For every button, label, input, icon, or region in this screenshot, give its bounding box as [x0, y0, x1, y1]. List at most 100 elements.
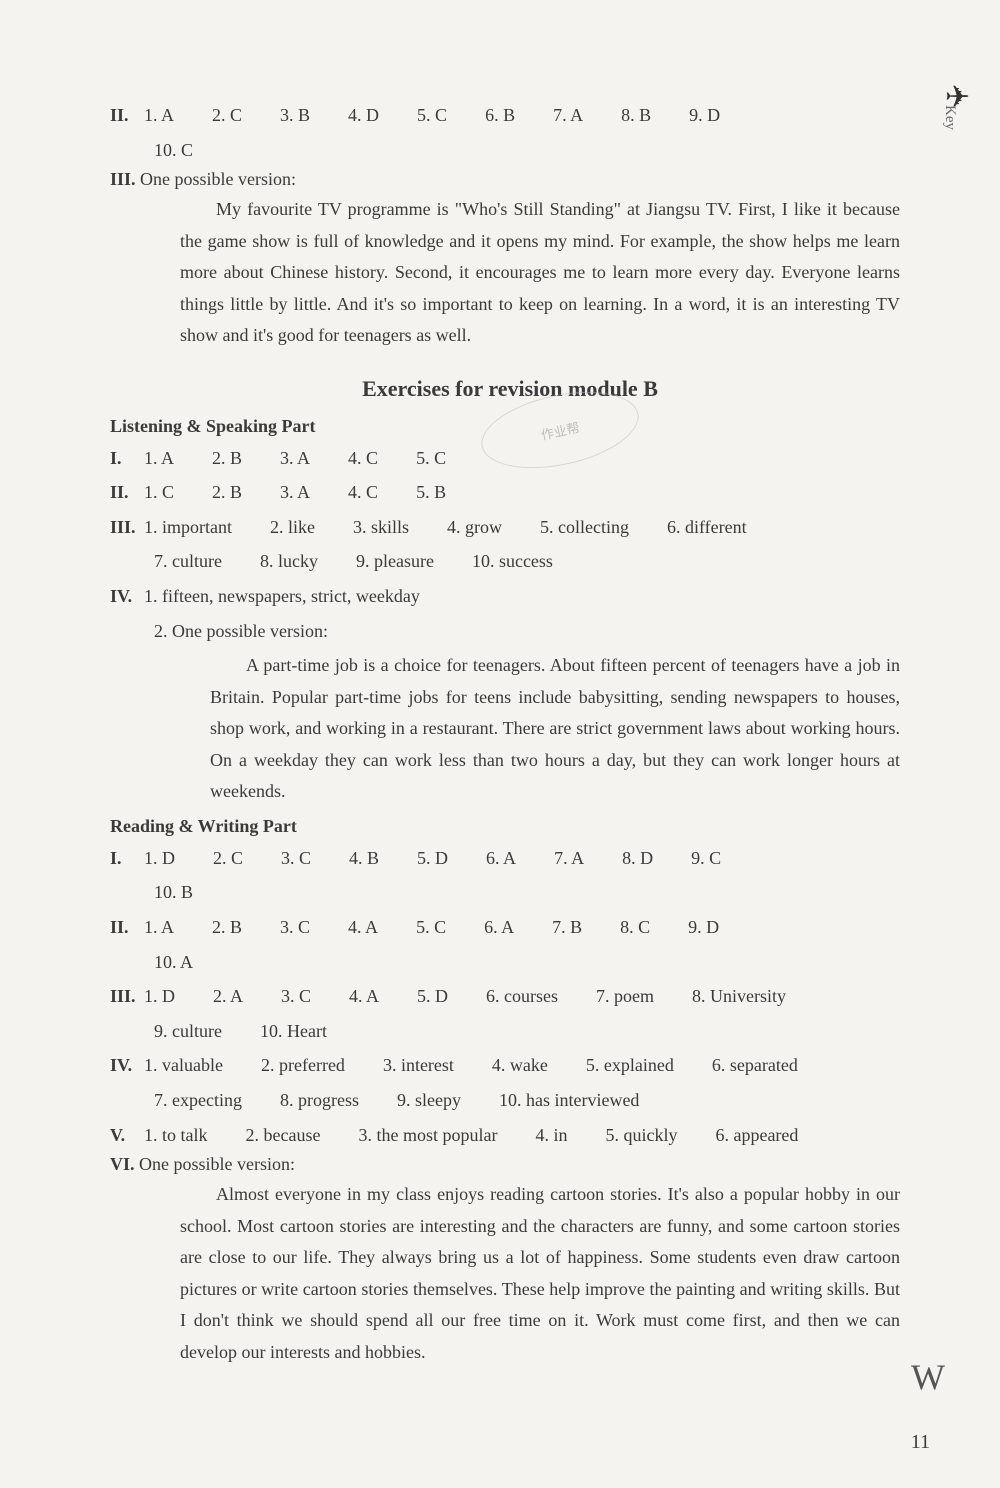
ans: 4. A — [349, 981, 379, 1012]
ans: 4. C — [348, 443, 378, 474]
ans: 9. pleasure — [356, 546, 434, 577]
ans: 2. B — [212, 477, 242, 508]
ans: 4. D — [348, 100, 379, 131]
top-II-row: II. 1. A 2. C 3. B 4. D 5. C 6. B 7. A 8… — [110, 100, 910, 131]
ans: 7. poem — [596, 981, 654, 1012]
ans: 2. like — [270, 512, 315, 543]
ans: 4. in — [535, 1120, 567, 1151]
roman-II: II. — [110, 477, 138, 508]
read-III-2: 9. culture 10. Heart — [110, 1016, 910, 1047]
ans: 4. wake — [492, 1050, 548, 1081]
ans: 5. C — [416, 912, 446, 943]
ans: 1. A — [144, 443, 174, 474]
ans: 1. important — [144, 512, 232, 543]
ans: 2. C — [213, 843, 243, 874]
ans: 10. C — [154, 135, 193, 166]
listening-heading: Listening & Speaking Part — [110, 416, 910, 437]
listen-III-2: 7. culture 8. lucky 9. pleasure 10. succ… — [110, 546, 910, 577]
roman-I: I. — [110, 443, 138, 474]
ans: 6. courses — [486, 981, 558, 1012]
ans: 6. appeared — [715, 1120, 798, 1151]
side-label: Key — [941, 105, 958, 130]
ans: 3. interest — [383, 1050, 454, 1081]
ans: 5. B — [416, 477, 446, 508]
ans: 2. B — [212, 912, 242, 943]
ans: 8. D — [622, 843, 653, 874]
ans: 2. preferred — [261, 1050, 345, 1081]
read-V: V. 1. to talk 2. because 3. the most pop… — [110, 1120, 910, 1151]
top-III-intro: III. One possible version: — [110, 169, 910, 190]
ans: 3. C — [281, 981, 311, 1012]
ans: 5. collecting — [540, 512, 629, 543]
ans: 7. culture — [154, 546, 222, 577]
read-IV-2: 7. expecting 8. progress 9. sleepy 10. h… — [110, 1085, 910, 1116]
ans: 1. C — [144, 477, 174, 508]
ans: 10. B — [154, 877, 193, 908]
ans: 4. B — [349, 843, 379, 874]
ans: 3. skills — [353, 512, 409, 543]
ans: 1. to talk — [144, 1120, 208, 1151]
roman-I: I. — [110, 843, 138, 874]
ans: 2. B — [212, 443, 242, 474]
read-VI-intro: VI. One possible version: — [110, 1154, 910, 1175]
ans: 4. A — [348, 912, 378, 943]
ans: 3. B — [280, 100, 310, 131]
ans: 6. A — [484, 912, 514, 943]
ans: 5. explained — [586, 1050, 674, 1081]
ans: 9. D — [688, 912, 719, 943]
roman-IV: IV. — [110, 1050, 138, 1081]
listen-IV-2-para: A part-time job is a choice for teenager… — [110, 650, 910, 808]
read-III-1: III. 1. D 2. A 3. C 4. A 5. D 6. courses… — [110, 981, 910, 1012]
ans: 5. D — [417, 843, 448, 874]
ans: 7. B — [552, 912, 582, 943]
listen-IV-1: IV. 1. fifteen, newspapers, strict, week… — [110, 581, 910, 612]
roman-III: III. — [110, 169, 136, 189]
ans: 8. B — [621, 100, 651, 131]
listen-II: II. 1. C 2. B 3. A 4. C 5. B — [110, 477, 910, 508]
reading-heading: Reading & Writing Part — [110, 816, 910, 837]
ans: 7. expecting — [154, 1085, 242, 1116]
ans: 1. A — [144, 100, 174, 131]
read-I-1: I. 1. D 2. C 3. C 4. B 5. D 6. A 7. A 8.… — [110, 843, 910, 874]
ans: 6. separated — [712, 1050, 798, 1081]
listen-III-1: III. 1. important 2. like 3. skills 4. g… — [110, 512, 910, 543]
ans: 8. progress — [280, 1085, 359, 1116]
read-IV-1: IV. 1. valuable 2. preferred 3. interest… — [110, 1050, 910, 1081]
roman-IV: IV. — [110, 581, 138, 612]
ans: 5. D — [417, 981, 448, 1012]
ans: 3. the most popular — [358, 1120, 497, 1151]
ans: 8. C — [620, 912, 650, 943]
ans: 2. because — [246, 1120, 321, 1151]
ans: 10. Heart — [260, 1016, 327, 1047]
top-III-paragraph: My favourite TV programme is "Who's Stil… — [110, 194, 910, 352]
ans: 4. C — [348, 477, 378, 508]
ans: 3. C — [281, 843, 311, 874]
roman-III: III. — [110, 512, 138, 543]
ans: 1. D — [144, 843, 175, 874]
iv-2-label: 2. One possible version: — [154, 616, 328, 647]
ans: 3. A — [280, 443, 310, 474]
roman-VI: VI. — [110, 1154, 135, 1174]
ans: 1. A — [144, 912, 174, 943]
ans: 6. B — [485, 100, 515, 131]
ans: 5. quickly — [605, 1120, 677, 1151]
ans: 5. C — [417, 100, 447, 131]
ans: 5. C — [416, 443, 446, 474]
ans: 3. C — [280, 912, 310, 943]
corner-w: W — [911, 1356, 945, 1398]
ans: 8. University — [692, 981, 786, 1012]
ans: 7. A — [553, 100, 583, 131]
possible-version-label: One possible version: — [140, 169, 296, 189]
module-b-title: Exercises for revision module B — [110, 376, 910, 402]
read-VI-para: Almost everyone in my class enjoys readi… — [110, 1179, 910, 1368]
ans: 10. A — [154, 947, 193, 978]
iv-line1: 1. fifteen, newspapers, strict, weekday — [144, 581, 420, 612]
ans: 2. A — [213, 981, 243, 1012]
listen-I: I. 1. A 2. B 3. A 4. C 5. C — [110, 443, 910, 474]
ans: 6. different — [667, 512, 747, 543]
roman-II: II. — [110, 100, 138, 131]
ans: 1. D — [144, 981, 175, 1012]
ans: 6. A — [486, 843, 516, 874]
roman-III: III. — [110, 981, 138, 1012]
ans: 1. valuable — [144, 1050, 223, 1081]
